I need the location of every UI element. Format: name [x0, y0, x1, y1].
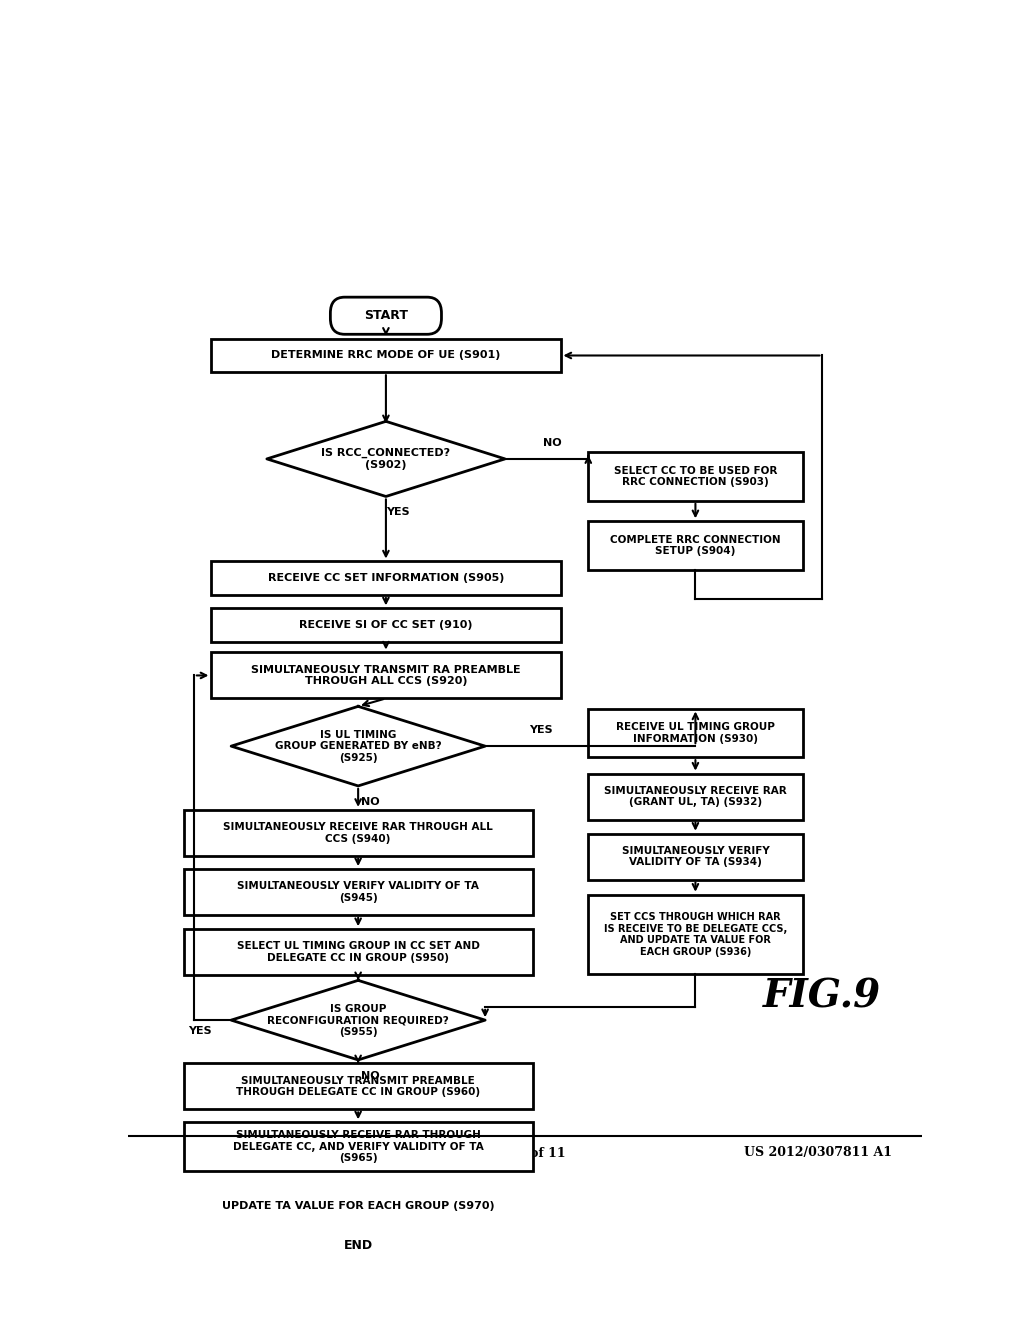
Text: RECEIVE CC SET INFORMATION (S905): RECEIVE CC SET INFORMATION (S905): [267, 573, 504, 583]
FancyBboxPatch shape: [183, 1122, 532, 1171]
Text: SIMULTANEOUSLY RECEIVE RAR THROUGH ALL
CCS (S940): SIMULTANEOUSLY RECEIVE RAR THROUGH ALL C…: [223, 822, 493, 843]
Text: RECEIVE SI OF CC SET (910): RECEIVE SI OF CC SET (910): [299, 620, 473, 630]
Text: SIMULTANEOUSLY VERIFY
VALIDITY OF TA (S934): SIMULTANEOUSLY VERIFY VALIDITY OF TA (S9…: [622, 846, 769, 867]
Text: YES: YES: [187, 1026, 211, 1036]
Polygon shape: [231, 706, 485, 785]
FancyBboxPatch shape: [211, 609, 560, 642]
FancyBboxPatch shape: [588, 774, 803, 820]
Text: UPDATE TA VALUE FOR EACH GROUP (S970): UPDATE TA VALUE FOR EACH GROUP (S970): [222, 1201, 495, 1210]
FancyBboxPatch shape: [183, 809, 532, 855]
FancyBboxPatch shape: [331, 297, 441, 334]
Text: SIMULTANEOUSLY RECEIVE RAR THROUGH
DELEGATE CC, AND VERIFY VALIDITY OF TA
(S965): SIMULTANEOUSLY RECEIVE RAR THROUGH DELEG…: [232, 1130, 483, 1163]
Text: NO: NO: [360, 1071, 379, 1081]
FancyBboxPatch shape: [588, 453, 803, 500]
Text: END: END: [344, 1239, 373, 1251]
Text: SELECT UL TIMING GROUP IN CC SET AND
DELEGATE CC IN GROUP (S950): SELECT UL TIMING GROUP IN CC SET AND DEL…: [237, 941, 479, 962]
Text: YES: YES: [528, 725, 553, 735]
Text: COMPLETE RRC CONNECTION
SETUP (S904): COMPLETE RRC CONNECTION SETUP (S904): [610, 535, 780, 556]
Text: SIMULTANEOUSLY TRANSMIT PREAMBLE
THROUGH DELEGATE CC IN GROUP (S960): SIMULTANEOUSLY TRANSMIT PREAMBLE THROUGH…: [237, 1076, 480, 1097]
FancyBboxPatch shape: [183, 1064, 532, 1109]
Text: SIMULTANEOUSLY VERIFY VALIDITY OF TA
(S945): SIMULTANEOUSLY VERIFY VALIDITY OF TA (S9…: [238, 882, 479, 903]
Polygon shape: [231, 981, 485, 1060]
FancyBboxPatch shape: [183, 869, 532, 915]
FancyBboxPatch shape: [183, 1189, 532, 1222]
FancyBboxPatch shape: [303, 1228, 414, 1265]
Polygon shape: [267, 421, 505, 496]
Text: IS RCC_CONNECTED?
(S902): IS RCC_CONNECTED? (S902): [322, 447, 451, 470]
Text: US 2012/0307811 A1: US 2012/0307811 A1: [744, 1146, 893, 1159]
FancyBboxPatch shape: [211, 339, 560, 372]
FancyBboxPatch shape: [211, 652, 560, 698]
Text: NO: NO: [360, 797, 379, 807]
Text: Patent Application Publication: Patent Application Publication: [191, 1146, 407, 1159]
Text: IS UL TIMING
GROUP GENERATED BY eNB?
(S925): IS UL TIMING GROUP GENERATED BY eNB? (S9…: [274, 730, 441, 763]
FancyBboxPatch shape: [588, 709, 803, 758]
Text: SIMULTANEOUSLY TRANSMIT RA PREAMBLE
THROUGH ALL CCS (S920): SIMULTANEOUSLY TRANSMIT RA PREAMBLE THRO…: [251, 665, 521, 686]
Text: IS GROUP
RECONFIGURATION REQUIRED?
(S955): IS GROUP RECONFIGURATION REQUIRED? (S955…: [267, 1003, 449, 1036]
Text: Dec. 6, 2012   Sheet 9 of 11: Dec. 6, 2012 Sheet 9 of 11: [373, 1146, 566, 1159]
FancyBboxPatch shape: [588, 521, 803, 570]
Text: YES: YES: [386, 507, 410, 517]
Text: DETERMINE RRC MODE OF UE (S901): DETERMINE RRC MODE OF UE (S901): [271, 351, 501, 360]
Text: FIG.9: FIG.9: [763, 978, 881, 1016]
Text: NO: NO: [544, 438, 562, 447]
Text: SELECT CC TO BE USED FOR
RRC CONNECTION (S903): SELECT CC TO BE USED FOR RRC CONNECTION …: [613, 466, 777, 487]
FancyBboxPatch shape: [183, 929, 532, 975]
Text: SET CCS THROUGH WHICH RAR
IS RECEIVE TO BE DELEGATE CCS,
AND UPDATE TA VALUE FOR: SET CCS THROUGH WHICH RAR IS RECEIVE TO …: [604, 912, 787, 957]
Text: RECEIVE UL TIMING GROUP
INFORMATION (S930): RECEIVE UL TIMING GROUP INFORMATION (S93…: [616, 722, 775, 743]
FancyBboxPatch shape: [588, 834, 803, 879]
FancyBboxPatch shape: [211, 561, 560, 595]
FancyBboxPatch shape: [588, 895, 803, 974]
Text: SIMULTANEOUSLY RECEIVE RAR
(GRANT UL, TA) (S932): SIMULTANEOUSLY RECEIVE RAR (GRANT UL, TA…: [604, 785, 786, 808]
Text: START: START: [364, 309, 408, 322]
